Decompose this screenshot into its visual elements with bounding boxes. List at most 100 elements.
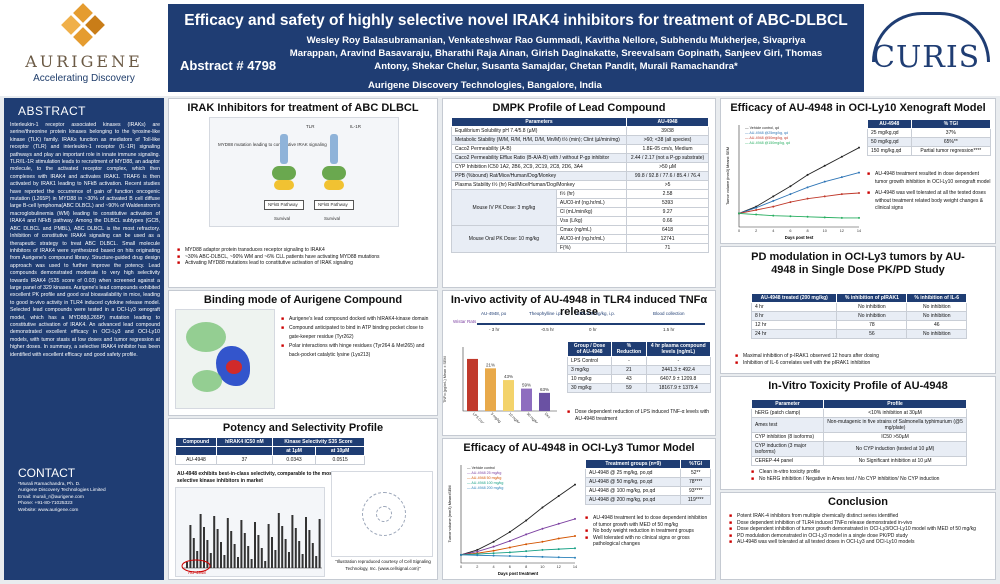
table-cell: 6407.9 ± 1209.8 xyxy=(645,374,712,384)
table-cell: 93**** xyxy=(680,486,711,496)
col-subheader: at 1µM xyxy=(271,446,317,456)
x-tick-label: Dex xyxy=(544,412,551,419)
table-cell: 46 xyxy=(906,320,967,330)
x-tick-label: 3 mg/kg xyxy=(490,412,502,423)
selectivity-bar xyxy=(226,518,229,568)
table-cell: 43 xyxy=(611,374,647,384)
kinome-dendrogram xyxy=(331,471,433,557)
bullet-item: Activating MYD88 mutations lead to const… xyxy=(177,260,433,267)
selectivity-bar xyxy=(230,531,233,568)
data-point xyxy=(823,164,826,167)
data-point xyxy=(492,554,495,557)
table-cell: AUC0-inf (ng.hr/mL) xyxy=(555,234,628,244)
table-row: Plasma Stability t½ (hr) Rat/Mice/Human/… xyxy=(450,180,709,190)
timeline-label: LPS 0.3 mg/kg, i.p. xyxy=(577,311,616,316)
data-point xyxy=(492,545,495,548)
table-cell: 37% xyxy=(910,128,992,138)
selectivity-bar xyxy=(209,553,212,568)
irak-title: IRAK Inhibitors for treatment of ABC DLB… xyxy=(187,102,419,114)
bullet-item: Clean in-vitro toxicity profile xyxy=(751,469,991,476)
pk-group-label: Mouse Oral PK Dose: 10 mg/kg xyxy=(451,225,557,253)
bullet-item: No hERG inhibition / Negative in Ames te… xyxy=(751,476,991,483)
series-line xyxy=(738,147,860,214)
table-row: 25 mg/kg,qd 37% xyxy=(867,128,992,138)
dmpk-panel: DMPK Profile of Lead Compound Parameters… xyxy=(442,98,716,288)
bullet-item: AU-4948 was well tolerated at all tested… xyxy=(729,539,991,546)
data-point xyxy=(806,186,809,189)
table-cell: No inhibition xyxy=(906,302,967,312)
bullet-item: No body weight reduction in treatment gr… xyxy=(585,528,711,535)
table-row: LPS Control - - xyxy=(566,356,712,366)
data-point xyxy=(772,195,775,198)
timeline-label: Wistar Rats xyxy=(453,319,477,324)
data-point xyxy=(508,539,511,542)
x-tick-label: 0 xyxy=(460,565,462,569)
contact-line: Email: murali_r@aurigene.com xyxy=(18,494,84,500)
selectivity-bar xyxy=(192,538,195,568)
curis-logo: CURIS xyxy=(866,4,996,92)
col-header: Parameters xyxy=(450,117,628,127)
pd-title: PD modulation in OCI-Ly3 tumors by AU-49… xyxy=(751,251,965,276)
table-cell: No Significant inhibition at 10 µM xyxy=(823,456,967,466)
bullet-item: Aurigene's lead compound docked with hIR… xyxy=(281,315,433,324)
bullet-item: AU-4948 was well tolerated at all the te… xyxy=(867,190,991,213)
potency-note: AU-4948 exhibits best-in-class selectivi… xyxy=(177,471,334,484)
aurigene-logo-word: AURIGENE xyxy=(25,52,143,71)
diagram-label: NFkB Pathway xyxy=(268,202,298,207)
abstract-heading: ABSTRACT xyxy=(18,104,87,118)
curis-logo-word: CURIS xyxy=(872,40,981,75)
irak-bullets: MYD88 adaptor protein transduces recepto… xyxy=(177,247,433,267)
table-row: CYP induction (3 major isoforms) No CYP i… xyxy=(750,441,967,457)
ly3-line-chart: 0 2 4 6 8 10 12 14 Days post treatment Tumor volu… xyxy=(448,465,577,576)
bullet-item: MYD88 adaptor protein transduces recepto… xyxy=(177,247,433,254)
table-cell: 50 mg/kg,qd xyxy=(867,137,912,147)
data-point xyxy=(508,530,511,533)
x-tick-label: 2 xyxy=(476,565,478,569)
tnf-ylabel: TNFα (pg/mL) Mean ± SEM xyxy=(443,356,447,403)
pd-bullets: Maximal inhibition of p-IRAK1 observed 1… xyxy=(735,353,991,366)
bar xyxy=(467,358,478,411)
table-cell: AU-4948 @ 100 mg/kg, po,qd xyxy=(584,486,682,496)
timeline-label: AU-4948, po xyxy=(481,311,507,316)
series-line xyxy=(460,547,576,556)
data-point xyxy=(574,535,576,538)
data-point xyxy=(823,195,826,198)
data-point xyxy=(557,548,560,551)
col-header: Group / Dose of AU-4948 xyxy=(566,341,613,357)
x-tick-label: 10 mg/kg xyxy=(508,412,521,423)
conclusion-panel: Conclusion Potent IRAK-4 inhibitors from… xyxy=(720,492,996,580)
aurigene-logo: AURIGENE Accelerating Discovery xyxy=(4,3,164,92)
y-axis-label: Tumor volume (mm3) Mean±SEM xyxy=(448,485,452,542)
table-cell: 6418 xyxy=(626,225,709,235)
poster-title: Efficacy and safety of highly selective … xyxy=(184,12,848,29)
table-cell: No CYP induction (tested at 10 µM) xyxy=(823,441,967,457)
invivo-bullets: Dose dependent reduction of LPS induced … xyxy=(567,409,711,422)
tnf-bar-chart: LPS Control 21% 3 mg/kg 43% 10 mg/kg 59% 30 mg… xyxy=(462,347,557,423)
table-cell: 25 mg/kg,qd xyxy=(867,128,912,138)
bar xyxy=(521,388,532,411)
table-cell: 0.66 xyxy=(626,216,709,226)
table-row: PPB (%bound) Rat/Mice/Human/Dog/Monkey 99… xyxy=(450,171,709,181)
table-cell: Partial tumor regression**** xyxy=(910,146,992,156)
table-cell: CYP inhibition (8 isoforms) xyxy=(750,432,825,442)
table-cell: AU-4948 @ 50 mg/kg, po,qd xyxy=(584,477,682,487)
legend-entry: — AU-4948 @25mg/kg, qd xyxy=(745,131,788,135)
timeline-label: - 3 hr xyxy=(489,327,500,332)
pathway-box xyxy=(314,200,354,210)
contact-line: *Murali Ramachandra, Ph. D. xyxy=(18,482,81,487)
data-point xyxy=(525,543,528,546)
irak-panel: IRAK Inhibitors for treatment of ABC DLB… xyxy=(168,98,438,288)
tox-title: In-Vitro Toxicity Profile of AU-4948 xyxy=(768,380,948,392)
data-point xyxy=(789,215,792,218)
ly10-bullets: AU-4948 treatment resulted in dose depen… xyxy=(867,171,991,213)
table-cell: 119**** xyxy=(680,495,711,505)
chart-axis xyxy=(460,465,575,564)
col-header: 4 hr plasma compound levels (ng/mL) xyxy=(645,341,712,357)
x-tick-label: 4 xyxy=(493,565,495,569)
col-header: Parameter xyxy=(750,399,825,409)
x-tick-label: 6 xyxy=(509,565,511,569)
timeline-label: Blood collection xyxy=(653,311,685,316)
data-point xyxy=(525,550,528,553)
table-row: Mouse Oral PK Dose: 10 mg/kg Cmax (ng/mL)… xyxy=(451,225,709,253)
bullet-item: Dose dependent inhibition of TLR4 induce… xyxy=(729,520,991,527)
